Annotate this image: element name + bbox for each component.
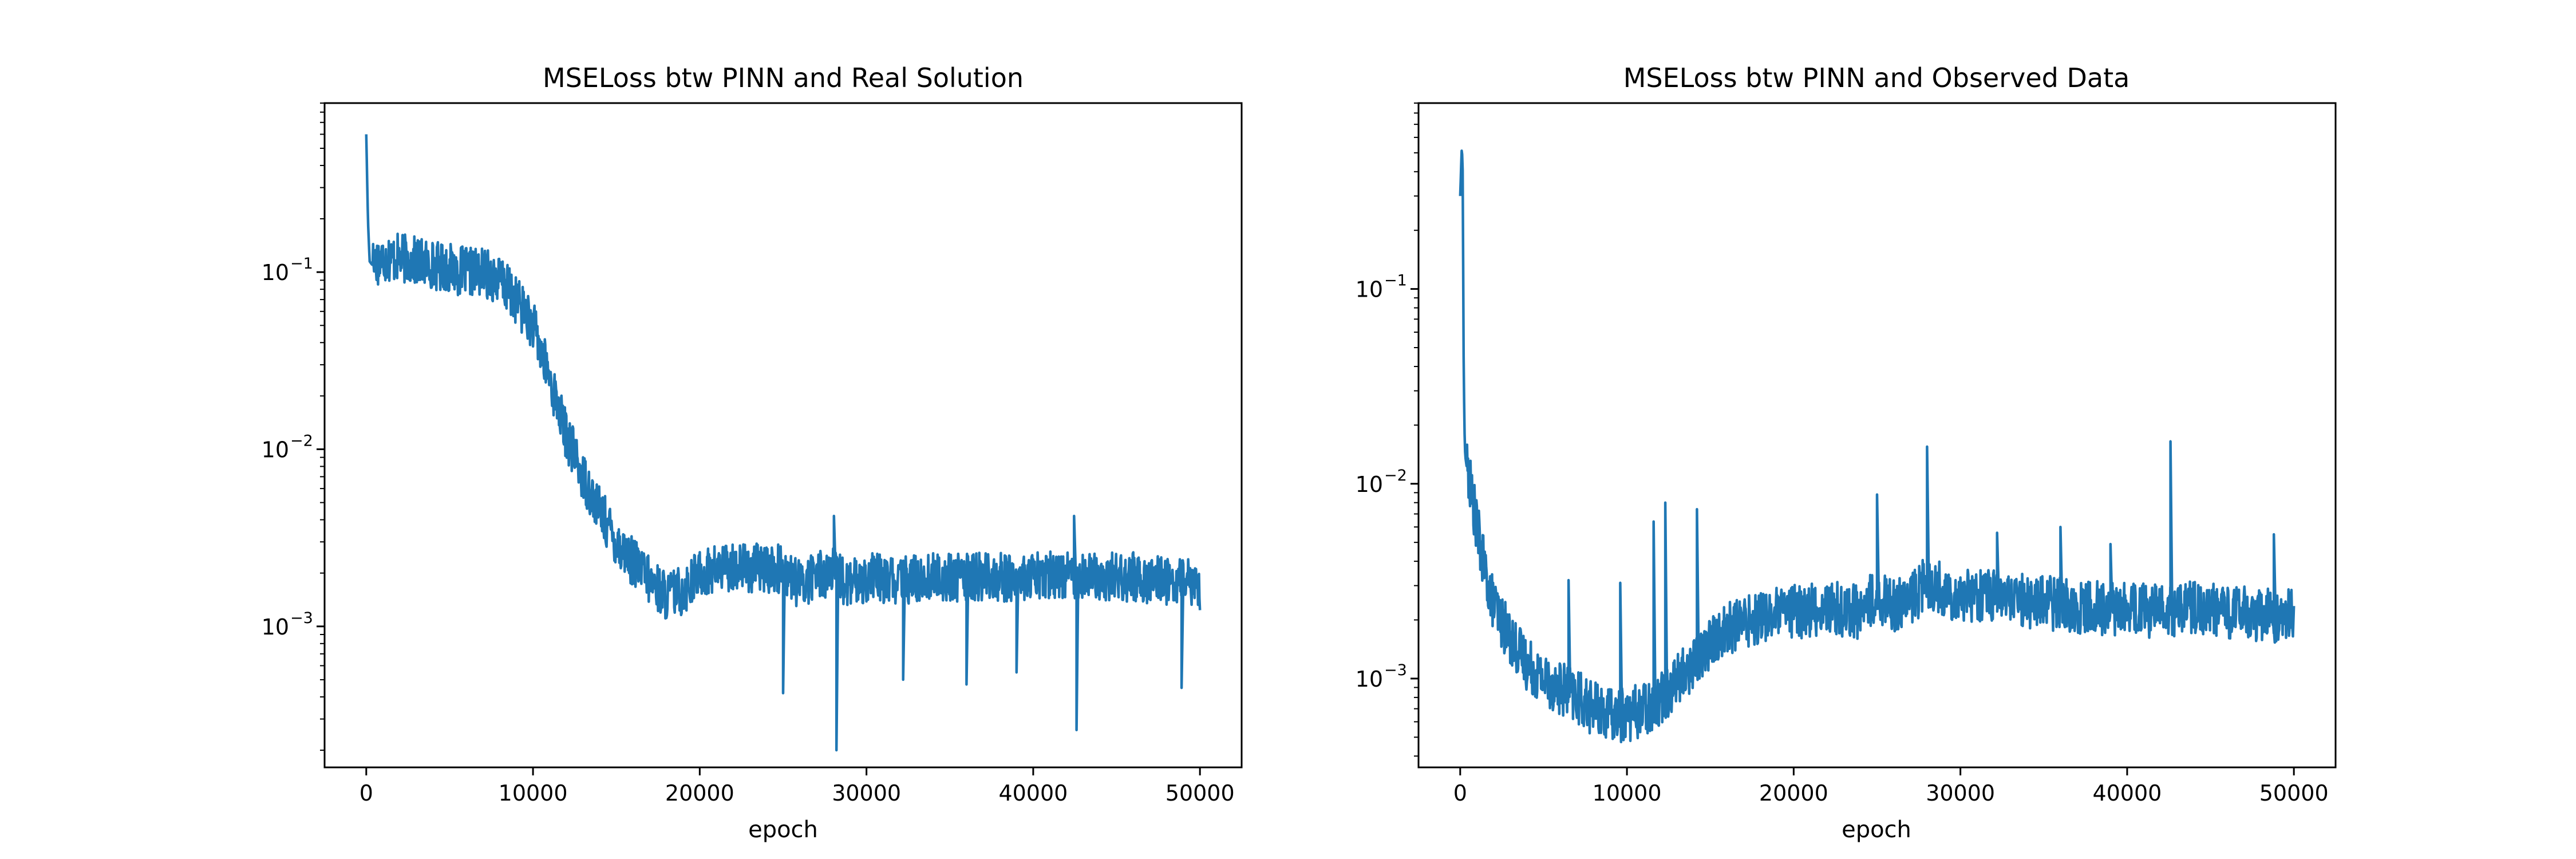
y-tick-label-exponent: −2 — [1384, 467, 1407, 484]
y-tick-label-exponent: −3 — [290, 609, 313, 627]
x-tick-label: 40000 — [2092, 781, 2162, 806]
y-tick-label-base: 10 — [262, 614, 289, 640]
loss-line — [365, 134, 1202, 752]
y-tick-label-base: 10 — [262, 260, 289, 285]
left-subplot: MSELoss btw PINN and Real Solution 10 −11… — [262, 62, 1243, 843]
x-tick-label: 10000 — [1593, 781, 1662, 806]
left-y-ticks: 10−110−210−3 — [262, 255, 325, 640]
x-tick-label: 20000 — [1759, 781, 1828, 806]
y-tick-label-base: 10 — [1356, 667, 1383, 692]
left-y-minor-ticks — [320, 103, 325, 751]
y-tick-label-base: 10 — [1356, 277, 1383, 302]
x-tick-label: 40000 — [998, 781, 1068, 806]
right-chart-title: MSELoss btw PINN and Observed Data — [1623, 62, 2130, 93]
right-y-minor-ticks — [1414, 103, 1419, 757]
y-tick-label-base: 10 — [262, 437, 289, 462]
x-tick-label: 20000 — [665, 781, 734, 806]
right-axes-frame — [1417, 102, 2337, 769]
left-chart-title: MSELoss btw PINN and Real Solution — [543, 62, 1024, 93]
x-tick-label: 0 — [359, 781, 373, 806]
x-tick-label: 50000 — [2259, 781, 2329, 806]
x-tick-label: 30000 — [1926, 781, 1995, 806]
y-tick-label-exponent: −2 — [290, 432, 313, 450]
x-tick-label: 10000 — [499, 781, 568, 806]
y-tick-label-exponent: −1 — [1384, 272, 1407, 290]
left-x-axis-label: epoch — [748, 817, 818, 843]
right-loss-curve — [1459, 149, 2296, 743]
right-x-axis-label: epoch — [1842, 817, 1911, 843]
right-y-ticks: 10−110−210−3 — [1356, 272, 1419, 692]
y-tick-label-exponent: −1 — [290, 255, 313, 273]
x-tick-label: 0 — [1453, 781, 1467, 806]
x-tick-label: 50000 — [1165, 781, 1235, 806]
left-axes-frame — [323, 102, 1243, 769]
left-x-ticks: 0 10000 20000 30000 40000 50000 — [359, 767, 1235, 806]
y-tick-label-base: 10 — [1356, 472, 1383, 497]
y-tick-label-exponent: −3 — [1384, 661, 1407, 679]
right-subplot: MSELoss btw PINN and Observed Data 10 −11… — [1356, 62, 2337, 843]
left-loss-curve — [365, 134, 1202, 752]
x-tick-label: 30000 — [832, 781, 901, 806]
loss-line — [1459, 149, 2296, 743]
right-x-ticks: 0 10000 20000 30000 40000 50000 — [1453, 767, 2329, 806]
